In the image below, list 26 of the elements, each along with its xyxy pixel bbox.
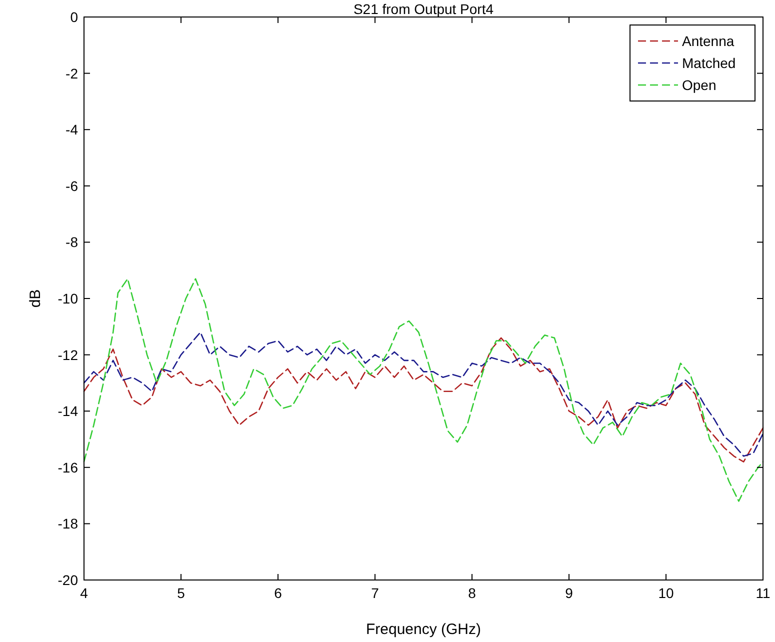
x-tick-label: 6: [274, 585, 282, 601]
x-tick-label: 7: [371, 585, 380, 601]
legend-label: Open: [682, 77, 716, 93]
y-tick-label: -8: [66, 234, 78, 250]
line-series: [83, 278, 764, 502]
x-tick-label: 5: [177, 585, 186, 601]
y-tick-label: 0: [70, 9, 78, 25]
y-tick-label: -18: [58, 516, 78, 532]
x-tick-label: 9: [565, 585, 574, 601]
y-tick-label: -10: [58, 290, 78, 306]
y-tick-label: -12: [58, 346, 78, 363]
x-tick-label: 11: [756, 585, 770, 601]
y-tick-label: -16: [58, 459, 78, 476]
y-tick-label: -20: [58, 572, 78, 588]
y-tick-label: -4: [66, 122, 78, 138]
y-tick-label: -6: [66, 178, 78, 194]
y-tick-label: -14: [58, 403, 78, 420]
chart-title: S21 from Output Port4: [353, 1, 494, 17]
legend-label: Matched: [682, 55, 736, 71]
x-tick-label: 10: [658, 585, 674, 601]
legend-label: Antenna: [682, 33, 734, 49]
x-tick-label: 8: [468, 585, 476, 601]
x-axis-title: Frequency (GHz): [366, 621, 482, 638]
y-axis-title: dB: [27, 289, 44, 308]
y-tick-label: -2: [66, 65, 78, 82]
x-tick-label: 4: [80, 585, 88, 601]
